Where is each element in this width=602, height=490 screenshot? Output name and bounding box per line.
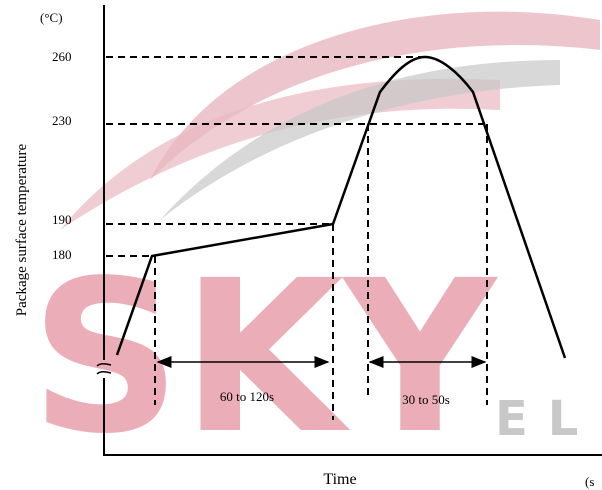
y-axis-label: Package surface temperature	[14, 143, 30, 316]
temperature-label: 180	[52, 247, 72, 262]
temperature-label: 260	[52, 49, 72, 64]
watermark-swoosh	[60, 78, 500, 230]
profile-curve	[115, 55, 567, 359]
watermark-swoosh	[150, 11, 600, 180]
x-unit: (s	[585, 474, 594, 489]
watermark-text: EL	[495, 391, 598, 447]
watermark-text: SKY	[30, 235, 499, 480]
interval-label: 30 to 50s	[402, 392, 450, 407]
guide-line	[154, 124, 488, 420]
guide-line	[106, 56, 487, 257]
interval-label: 60 to 120s	[220, 389, 274, 404]
watermark: SKY EL	[30, 11, 600, 480]
watermark-swoosh	[160, 60, 560, 220]
axis-break	[96, 362, 112, 375]
temperature-label: 230	[52, 113, 72, 128]
y-unit: (°C)	[40, 10, 63, 25]
temperature-label: 190	[52, 212, 72, 227]
x-axis-label: Time	[323, 471, 356, 488]
